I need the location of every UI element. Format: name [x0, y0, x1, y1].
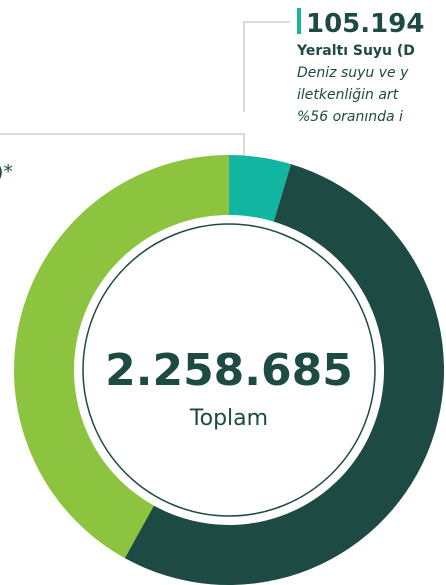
center-total: 2.258.685 — [105, 345, 353, 396]
donut-segment — [14, 155, 230, 559]
label-bar — [297, 8, 301, 34]
leader-line — [243, 21, 290, 112]
category-label: Yeraltı Suyu (D — [296, 43, 415, 59]
donut-segment — [124, 164, 445, 585]
annotation: )* — [0, 161, 13, 183]
donut-segment — [229, 155, 292, 222]
donut — [14, 155, 445, 585]
annotation: %56 oranında i — [297, 109, 403, 125]
center-caption: Toplam — [189, 406, 268, 431]
value-label: 105.194 — [306, 9, 424, 39]
annotation: Deniz suyu ve y — [297, 65, 409, 81]
center-circle — [82, 223, 376, 517]
annotation: iletkenliğin art — [297, 87, 399, 103]
